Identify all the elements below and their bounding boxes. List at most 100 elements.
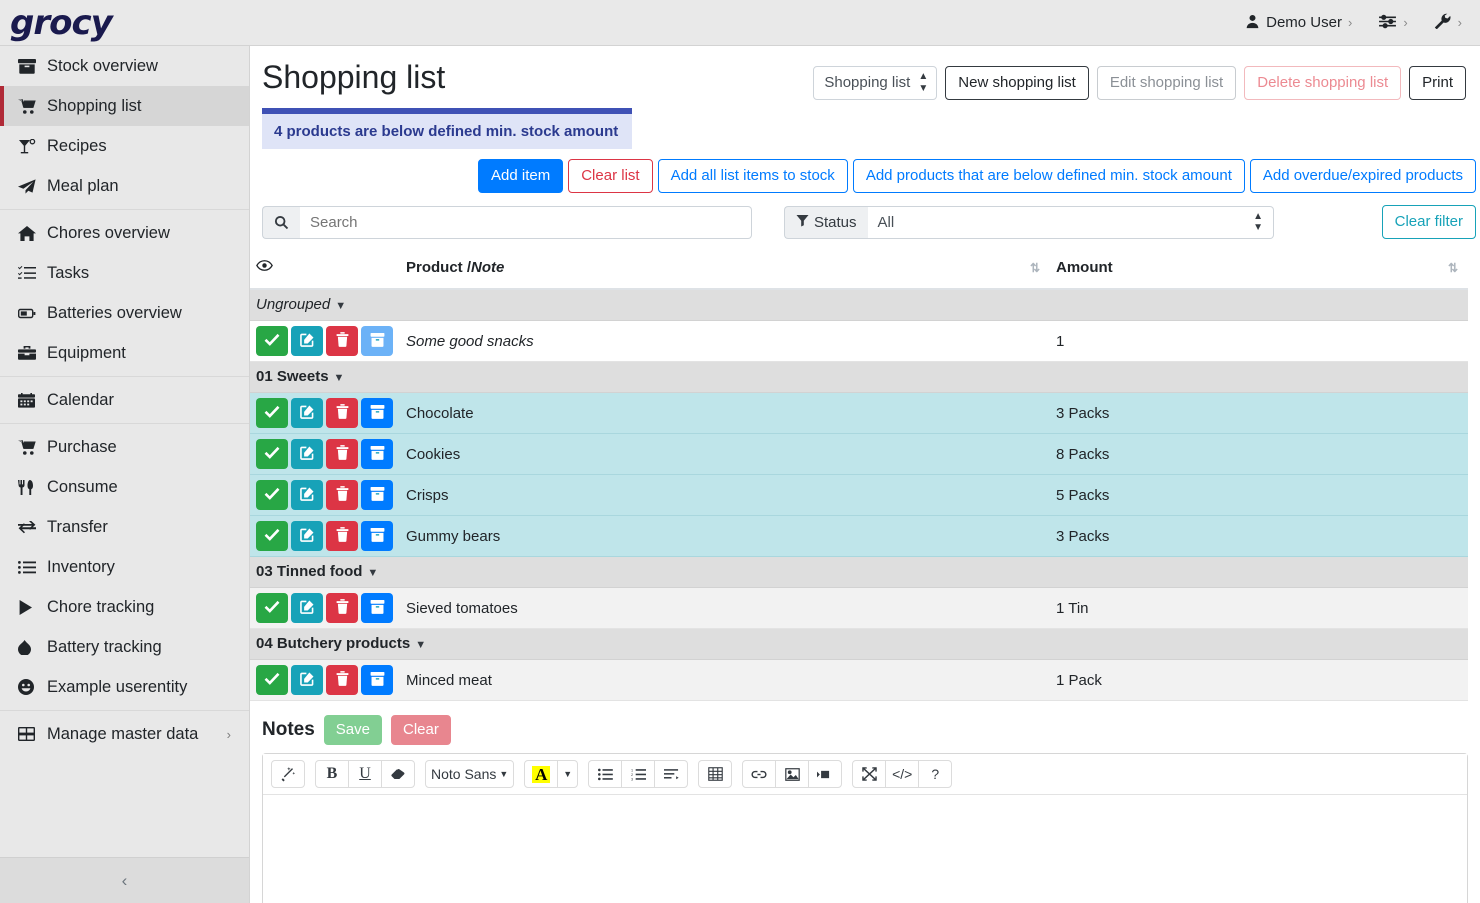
eraser-icon[interactable] [381,760,415,788]
group-header-row[interactable]: 01 Sweets ▼ [250,361,1468,393]
unordered-list-icon[interactable] [588,760,623,788]
delete-item-button[interactable] [326,665,358,695]
fullscreen-icon[interactable] [852,760,887,788]
amount-header[interactable]: Amount ⇅ [1050,249,1468,290]
delete-item-button[interactable] [326,439,358,469]
sidebar-item-example-userentity[interactable]: Example userentity [0,667,249,707]
clear-filter-button[interactable]: Clear filter [1381,205,1476,239]
sidebar-item-chore-tracking[interactable]: Chore tracking [0,587,249,627]
sidebar-item-manage-master-data[interactable]: Manage master data › [0,714,249,754]
sidebar-item-batteries-overview[interactable]: Batteries overview [0,293,249,333]
add-item-button[interactable]: Add item [478,159,564,193]
add-to-stock-button[interactable] [361,593,393,623]
edit-item-button[interactable] [291,326,323,356]
group-header-row[interactable]: 03 Tinned food ▼ [250,556,1468,588]
eye-icon[interactable] [256,259,273,276]
sidebar-item-recipes[interactable]: Recipes [0,126,249,166]
group-header-row[interactable]: Ungrouped ▼ [250,289,1468,321]
mark-done-button[interactable] [256,439,288,469]
print-button[interactable]: Print [1409,66,1466,100]
code-view-icon[interactable]: </> [885,760,920,788]
link-icon[interactable] [742,760,777,788]
group-header-row[interactable]: 04 Butchery products ▼ [250,628,1468,660]
edit-item-button[interactable] [291,593,323,623]
add-overdue-expired-products-button[interactable]: Add overdue/expired products [1249,159,1476,193]
delete-item-button[interactable] [326,480,358,510]
sidebar-item-stock-overview[interactable]: Stock overview [0,46,249,86]
color-dropdown-icon[interactable]: ▼ [557,760,579,788]
mark-done-button[interactable] [256,326,288,356]
sidebar-item-shopping-list[interactable]: Shopping list [0,86,249,126]
delete-item-button[interactable] [326,326,358,356]
sidebar-item-inventory[interactable]: Inventory [0,547,249,587]
add-to-stock-button[interactable] [361,665,393,695]
sidebar-item-chores-overview[interactable]: Chores overview [0,213,249,253]
delete-item-button[interactable] [326,593,358,623]
edit-item-button[interactable] [291,521,323,551]
mark-done-button[interactable] [256,665,288,695]
sidebar-item-purchase[interactable]: Purchase [0,427,249,467]
brand-logo[interactable]: grocy [10,2,113,43]
tools-menu[interactable]: › [1434,13,1462,32]
add-products-that-are-below-defined-min-stock-amount-button[interactable]: Add products that are below defined min.… [852,159,1245,193]
sidebar-item-tasks[interactable]: Tasks [0,253,249,293]
highlight-color-icon[interactable]: A [524,760,559,788]
edit-item-button[interactable] [291,665,323,695]
caret-down-icon[interactable]: ▼ [415,639,427,651]
mark-done-button[interactable] [256,398,288,428]
group-header-cell[interactable]: Ungrouped ▼ [250,289,1468,321]
edit-item-button[interactable] [291,439,323,469]
settings-menu[interactable]: › [1378,14,1408,32]
sidebar-item-calendar[interactable]: Calendar [0,380,249,420]
add-to-stock-button[interactable] [361,521,393,551]
delete-item-button[interactable] [326,398,358,428]
mark-done-button[interactable] [256,521,288,551]
caret-down-icon[interactable]: ▼ [367,567,379,579]
search-input[interactable] [300,205,752,239]
mark-done-button[interactable] [256,480,288,510]
video-icon[interactable] [808,760,843,788]
add-to-stock-button[interactable] [361,326,393,356]
add-all-list-items-to-stock-button[interactable]: Add all list items to stock [657,159,848,193]
notes-editor-area[interactable] [263,795,1467,903]
mark-done-button[interactable] [256,593,288,623]
shopping-list-select[interactable]: Shopping list ▲ ▼ [813,66,938,100]
caret-down-icon[interactable]: ▼ [335,300,347,312]
image-icon[interactable] [775,760,810,788]
status-select[interactable]: All ▲ ▼ [867,205,1274,239]
edit-item-button[interactable] [291,398,323,428]
clear-notes-button[interactable]: Clear [391,715,451,745]
group-header-cell[interactable]: 03 Tinned food ▼ [250,556,1468,588]
font-family-dropdown[interactable]: Noto Sans ▼ [425,760,515,788]
delete-item-button[interactable] [326,521,358,551]
magic-wand-icon[interactable] [271,760,305,788]
clear-list-button[interactable]: Clear list [568,159,653,193]
caret-down-icon[interactable]: ▼ [333,372,345,384]
sidebar-item-transfer[interactable]: Transfer [0,507,249,547]
column-visibility-header[interactable] [250,249,400,290]
group-header-cell[interactable]: 01 Sweets ▼ [250,361,1468,393]
help-icon[interactable]: ? [918,760,953,788]
sidebar-item-meal-plan[interactable]: Meal plan [0,166,249,206]
underline-icon[interactable]: U [348,760,382,788]
sidebar-collapse-button[interactable]: ‹ [0,857,249,903]
add-to-stock-button[interactable] [361,398,393,428]
bold-icon[interactable]: B [315,760,349,788]
user-menu[interactable]: Demo User › [1245,14,1352,32]
product-note-header[interactable]: Product / Note ⇅ [400,249,1050,290]
sidebar-item-battery-tracking[interactable]: Battery tracking [0,627,249,667]
new-shopping-list-button[interactable]: New shopping list [945,66,1089,100]
add-to-stock-button[interactable] [361,480,393,510]
edit-item-button[interactable] [291,480,323,510]
edit-shopping-list-button[interactable]: Edit shopping list [1096,66,1237,100]
status-filter-addon[interactable]: Status [784,205,868,239]
sidebar-item-consume[interactable]: Consume [0,467,249,507]
delete-shopping-list-button[interactable]: Delete shopping list [1244,66,1402,100]
save-notes-button[interactable]: Save [323,715,382,745]
sort-icon[interactable]: ⇅ [1029,260,1040,275]
sidebar-item-equipment[interactable]: Equipment [0,333,249,373]
table-icon[interactable] [698,760,733,788]
add-to-stock-button[interactable] [361,439,393,469]
group-header-cell[interactable]: 04 Butchery products ▼ [250,628,1468,660]
